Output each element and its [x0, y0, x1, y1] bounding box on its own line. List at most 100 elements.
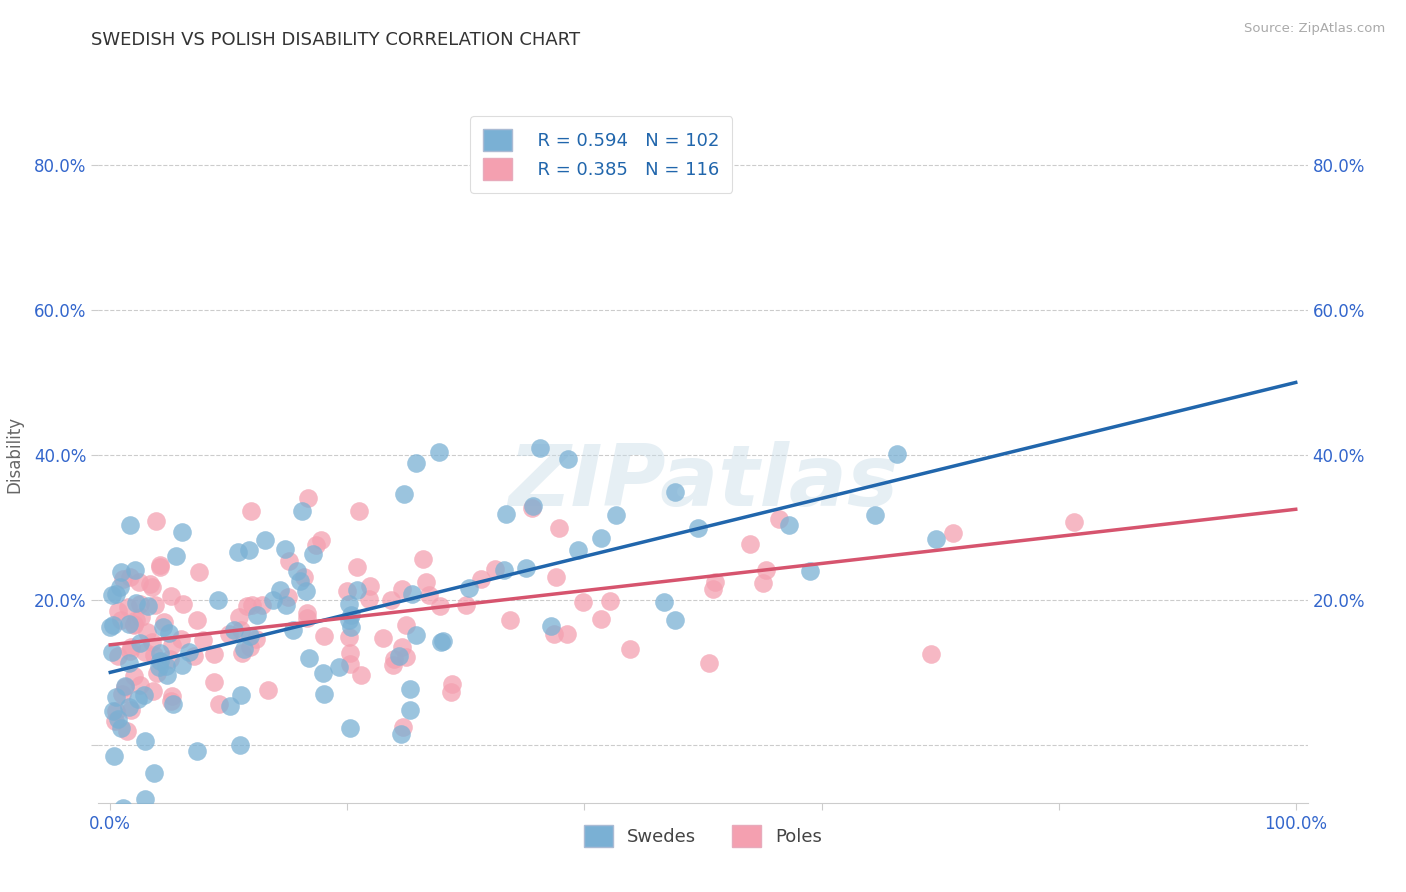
Point	[380, 592, 402, 607]
Point	[697, 656, 720, 670]
Point	[567, 543, 589, 558]
Point	[415, 574, 437, 589]
Point	[112, 800, 135, 814]
Point	[499, 613, 522, 627]
Point	[337, 631, 360, 645]
Point	[231, 646, 253, 660]
Point	[162, 697, 184, 711]
Point	[302, 547, 325, 561]
Point	[253, 533, 276, 547]
Point	[599, 593, 621, 607]
Legend: Swedes, Poles: Swedes, Poles	[571, 813, 835, 860]
Point	[128, 636, 150, 650]
Point	[136, 599, 159, 614]
Point	[111, 572, 134, 586]
Point	[314, 629, 336, 643]
Point	[245, 632, 267, 646]
Point	[484, 561, 506, 575]
Point	[142, 684, 165, 698]
Point	[186, 613, 208, 627]
Point	[136, 624, 159, 639]
Point	[391, 582, 413, 596]
Point	[141, 581, 163, 595]
Point	[110, 580, 132, 594]
Point	[155, 659, 177, 673]
Point	[412, 552, 434, 566]
Point	[246, 608, 269, 623]
Point	[231, 623, 253, 637]
Point	[202, 674, 225, 689]
Point	[312, 686, 335, 700]
Point	[107, 604, 129, 618]
Point	[297, 491, 319, 505]
Point	[398, 703, 420, 717]
Point	[100, 588, 122, 602]
Point	[401, 587, 423, 601]
Point	[127, 692, 149, 706]
Point	[170, 632, 193, 646]
Point	[107, 712, 129, 726]
Point	[145, 514, 167, 528]
Point	[157, 626, 180, 640]
Point	[291, 504, 314, 518]
Point	[228, 545, 250, 559]
Point	[103, 749, 125, 764]
Point	[170, 658, 193, 673]
Text: Source: ZipAtlas.com: Source: ZipAtlas.com	[1244, 22, 1385, 36]
Point	[159, 652, 181, 666]
Point	[768, 512, 790, 526]
Point	[101, 618, 124, 632]
Point	[229, 688, 252, 702]
Point	[238, 543, 260, 558]
Point	[346, 560, 368, 574]
Point	[250, 598, 273, 612]
Point	[141, 635, 163, 649]
Point	[177, 645, 200, 659]
Point	[305, 538, 328, 552]
Point	[160, 638, 183, 652]
Point	[278, 554, 301, 568]
Point	[287, 564, 309, 578]
Point	[124, 563, 146, 577]
Point	[395, 618, 418, 632]
Point	[118, 699, 141, 714]
Point	[153, 615, 176, 629]
Point	[120, 569, 142, 583]
Point	[156, 667, 179, 681]
Point	[546, 570, 568, 584]
Point	[131, 610, 153, 624]
Point	[269, 583, 291, 598]
Point	[336, 584, 359, 599]
Point	[120, 703, 142, 717]
Point	[395, 650, 418, 665]
Point	[863, 508, 886, 522]
Point	[298, 651, 321, 665]
Point	[118, 617, 141, 632]
Point	[172, 597, 194, 611]
Point	[103, 704, 125, 718]
Point	[256, 682, 278, 697]
Point	[118, 657, 141, 671]
Point	[239, 640, 262, 654]
Point	[110, 613, 132, 627]
Point	[456, 599, 478, 613]
Point	[110, 721, 132, 735]
Point	[148, 660, 170, 674]
Point	[183, 648, 205, 663]
Point	[388, 648, 411, 663]
Point	[340, 607, 363, 622]
Point	[117, 724, 139, 739]
Point	[328, 660, 350, 674]
Point	[143, 598, 166, 612]
Point	[591, 531, 613, 545]
Point	[292, 570, 315, 584]
Point	[228, 609, 250, 624]
Point	[391, 720, 413, 734]
Point	[347, 504, 370, 518]
Point	[470, 572, 492, 586]
Point	[111, 687, 134, 701]
Point	[439, 685, 461, 699]
Point	[540, 619, 562, 633]
Point	[522, 500, 544, 514]
Point	[337, 597, 360, 611]
